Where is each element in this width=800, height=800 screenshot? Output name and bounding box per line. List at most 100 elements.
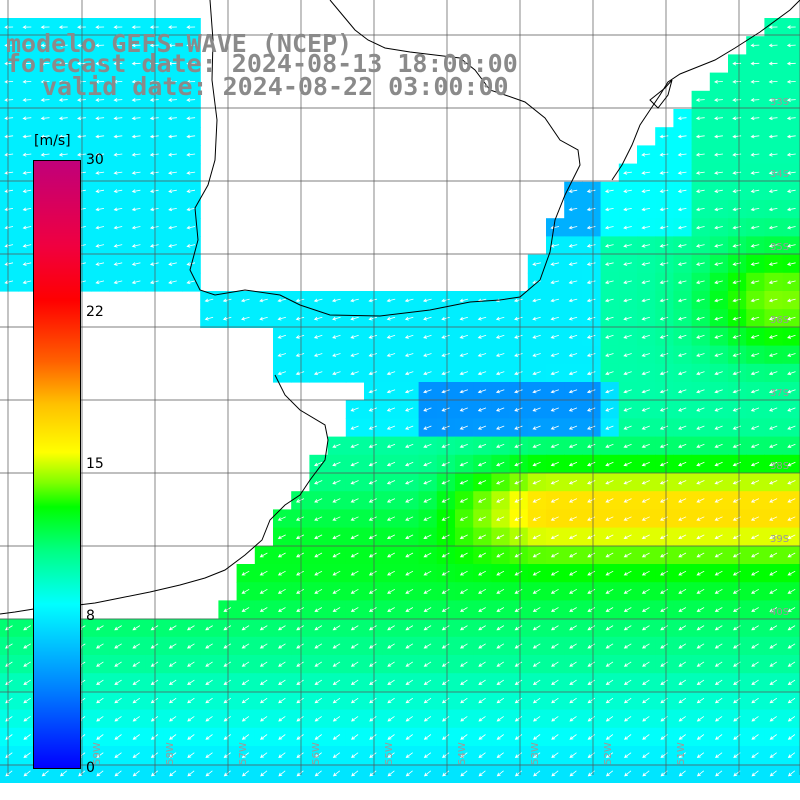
wind-arrow bbox=[386, 353, 396, 357]
wind-cell bbox=[582, 709, 602, 729]
wind-arrow bbox=[659, 353, 669, 357]
wind-arrow bbox=[351, 752, 359, 759]
wind-arrow bbox=[514, 425, 523, 430]
wind-arrow bbox=[678, 552, 687, 558]
wind-arrow bbox=[714, 661, 723, 667]
wind-arrow bbox=[223, 679, 232, 685]
wind-cell bbox=[546, 709, 565, 729]
wind-arrow bbox=[532, 316, 541, 321]
wind-arrow bbox=[368, 316, 378, 321]
wind-arrow bbox=[587, 752, 595, 759]
wind-cell bbox=[618, 545, 638, 565]
wind-arrow bbox=[714, 98, 723, 102]
wind-cell bbox=[655, 691, 674, 711]
wind-arrow bbox=[95, 134, 105, 139]
wind-arrow bbox=[568, 534, 578, 539]
wind-cell bbox=[655, 764, 674, 783]
wind-cell bbox=[455, 582, 474, 601]
wind-arrow bbox=[386, 498, 396, 503]
wind-cell bbox=[691, 582, 711, 601]
wind-arrow bbox=[314, 643, 323, 649]
wind-cell bbox=[309, 618, 329, 638]
wind-arrow bbox=[277, 334, 287, 339]
wind-arrow bbox=[750, 371, 760, 376]
wind-arrow bbox=[423, 643, 432, 649]
wind-cell bbox=[637, 527, 656, 547]
wind-cell bbox=[200, 655, 219, 674]
wind-arrow bbox=[751, 734, 759, 740]
wind-cell bbox=[182, 709, 201, 729]
wind-arrow bbox=[532, 461, 541, 467]
wind-arrow bbox=[277, 570, 286, 576]
wind-arrow bbox=[95, 43, 105, 48]
wind-cell bbox=[691, 600, 711, 620]
wind-arrow bbox=[369, 697, 377, 704]
wind-arrow bbox=[750, 316, 760, 321]
wind-arrow bbox=[423, 607, 432, 612]
wind-arrow bbox=[350, 643, 359, 649]
wind-arrow bbox=[459, 443, 468, 448]
wind-cell bbox=[364, 636, 383, 656]
wind-cell bbox=[327, 764, 347, 783]
wind-arrow bbox=[568, 516, 578, 521]
wind-arrow bbox=[568, 243, 578, 248]
wind-arrow bbox=[715, 734, 723, 740]
wind-cell bbox=[254, 582, 274, 601]
wind-cell bbox=[254, 727, 274, 747]
wind-arrow bbox=[605, 534, 614, 539]
wind-arrow bbox=[113, 225, 123, 230]
wind-arrow bbox=[423, 389, 432, 394]
wind-arrow bbox=[259, 552, 268, 558]
wind-arrow bbox=[660, 607, 668, 612]
wind-arrow bbox=[131, 61, 141, 66]
wind-arrow bbox=[332, 371, 341, 376]
wind-arrow bbox=[442, 752, 450, 759]
wind-arrow bbox=[114, 752, 122, 759]
wind-arrow bbox=[715, 770, 723, 777]
wind-cell bbox=[236, 655, 256, 674]
wind-arrow bbox=[714, 425, 723, 430]
wind-arrow bbox=[386, 334, 396, 339]
wind-arrow bbox=[40, 61, 50, 66]
wind-arrow bbox=[532, 588, 541, 594]
wind-arrow bbox=[714, 243, 723, 248]
wind-arrow bbox=[278, 770, 286, 777]
wind-arrow bbox=[168, 625, 177, 631]
wind-arrow bbox=[259, 316, 268, 321]
coastline-uruguay-brazil bbox=[189, 0, 581, 317]
wind-cell bbox=[764, 600, 784, 620]
wind-arrow bbox=[459, 625, 468, 631]
wind-arrow bbox=[332, 661, 341, 667]
wind-arrow bbox=[295, 371, 305, 376]
wind-arrow bbox=[223, 752, 231, 759]
wind-arrow bbox=[604, 262, 614, 266]
wind-arrow bbox=[368, 389, 378, 394]
wind-arrow bbox=[532, 262, 541, 266]
wind-cell bbox=[163, 709, 183, 729]
wind-cell bbox=[746, 727, 765, 747]
wind-arrow bbox=[404, 334, 414, 339]
wind-arrow bbox=[477, 534, 487, 539]
wind-arrow bbox=[714, 570, 723, 576]
wind-arrow bbox=[678, 461, 687, 467]
wind-arrow bbox=[459, 588, 468, 594]
wind-arrow bbox=[423, 770, 432, 777]
wind-arrow bbox=[241, 607, 250, 612]
wind-arrow bbox=[750, 116, 760, 121]
wind-arrow bbox=[132, 770, 140, 777]
wind-arrow bbox=[387, 570, 395, 576]
wind-arrow bbox=[95, 643, 104, 649]
wind-arrow bbox=[295, 298, 305, 303]
wind-cell bbox=[291, 764, 310, 783]
wind-arrow bbox=[496, 516, 505, 521]
wind-arrow bbox=[532, 389, 541, 394]
wind-arrow bbox=[732, 516, 741, 521]
wind-arrow bbox=[642, 752, 650, 759]
model-title: modelo GEFS-WAVE (NCEP) bbox=[6, 29, 353, 58]
wind-arrow bbox=[296, 734, 304, 740]
wind-cell bbox=[746, 582, 765, 601]
wind-arrow bbox=[423, 443, 432, 448]
wind-arrow bbox=[4, 171, 14, 175]
wind-cell bbox=[764, 764, 784, 783]
wind-cell bbox=[345, 636, 365, 656]
